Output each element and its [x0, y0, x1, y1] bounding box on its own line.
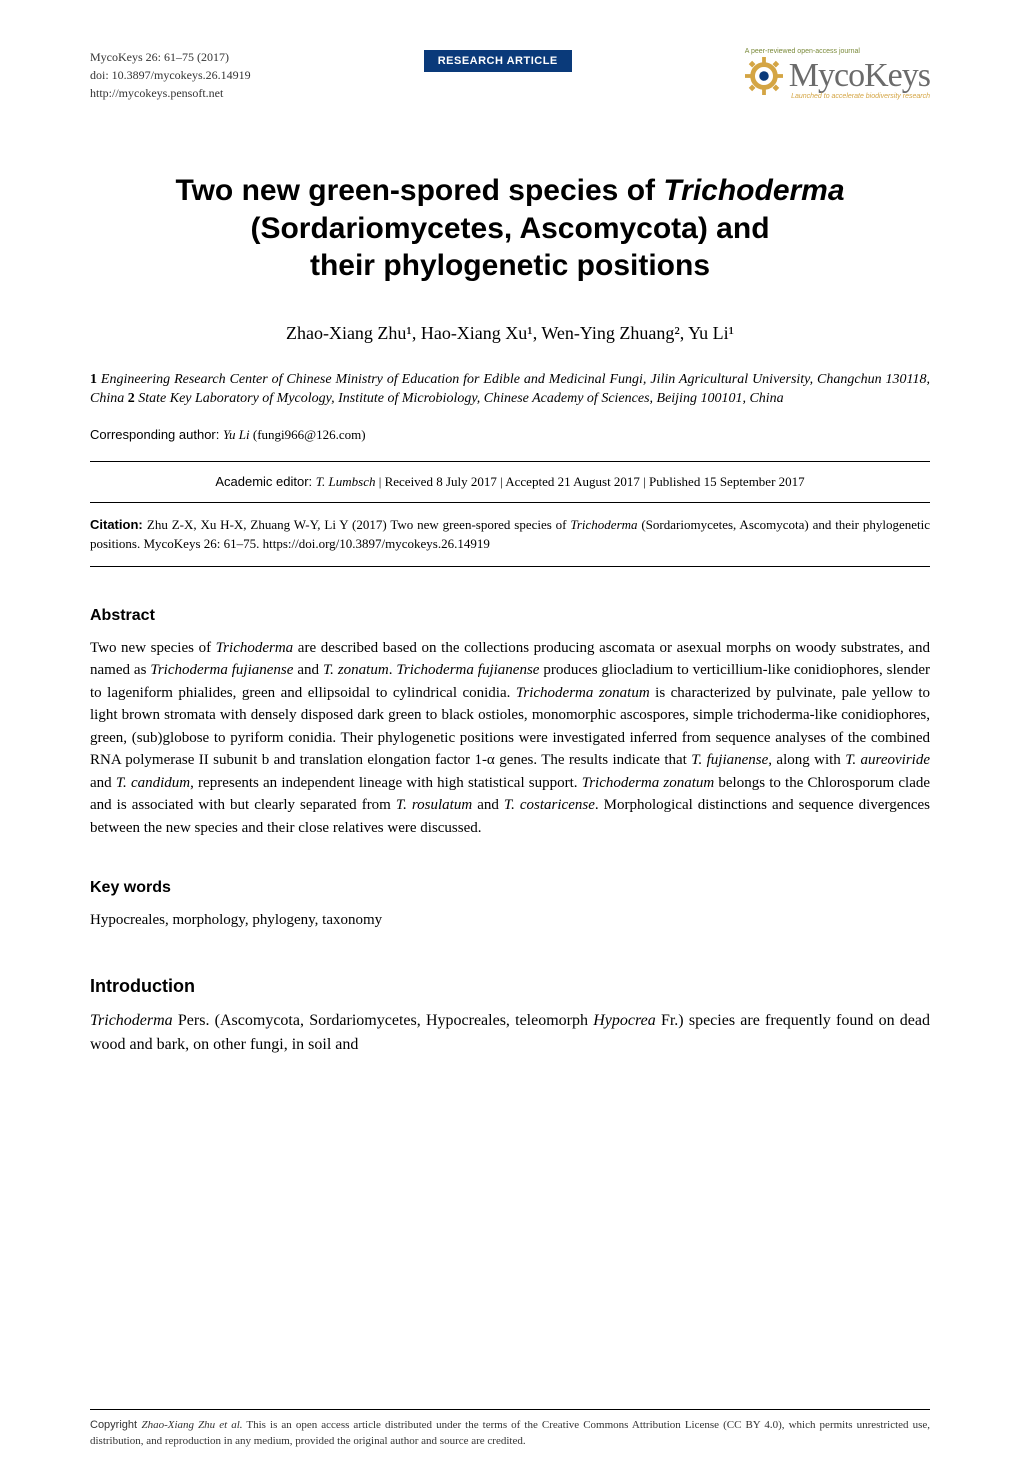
intro-i: Hypocrea — [593, 1012, 656, 1029]
article-title: Two new green-spored species of Trichode… — [90, 172, 930, 285]
corresponding-author: Corresponding author: Yu Li (fungi966@12… — [90, 427, 930, 443]
title-text-1: Two new green-spored species of — [175, 174, 663, 207]
corresponding-name: Yu Li — [223, 427, 250, 442]
abstract-body: Two new species of Trichoderma are descr… — [90, 637, 930, 840]
editor-label: Academic editor: — [215, 474, 315, 489]
logo-area: MycoKeys — [745, 57, 930, 95]
intro-body: Trichoderma Pers. (Ascomycota, Sordariom… — [90, 1009, 930, 1057]
copyright-name: Zhao-Xiang Zhu et al. — [141, 1419, 242, 1431]
abs-i: Trichoderma zonatum — [516, 685, 650, 701]
abstract-heading: Abstract — [90, 607, 930, 625]
copyright-footer: Copyright Zhao-Xiang Zhu et al. This is … — [90, 1409, 930, 1449]
abs-t: Two new species of — [90, 640, 216, 656]
affil-num-1: 1 — [90, 372, 97, 387]
abs-i: T. fujianense — [691, 752, 768, 768]
citation-block: Citation: Zhu Z-X, Xu H-X, Zhuang W-Y, L… — [90, 503, 930, 566]
meta-left: MycoKeys 26: 61–75 (2017) doi: 10.3897/m… — [90, 48, 251, 102]
editor-dates-row: Academic editor: T. Lumbsch | Received 8… — [90, 462, 930, 502]
corresponding-label: Corresponding author: — [90, 427, 223, 442]
journal-ref: MycoKeys 26: 61–75 (2017) — [90, 48, 251, 66]
intro-heading: Introduction — [90, 976, 930, 997]
abs-t: , represents an independent lineage with… — [190, 775, 582, 791]
title-line3: their phylogenetic positions — [310, 249, 710, 282]
abs-i: Trichoderma fujianense — [396, 662, 539, 678]
divider — [90, 566, 930, 567]
intro-t: Pers. (Ascomycota, Sordariomycetes, Hypo… — [173, 1012, 594, 1029]
abs-t: and — [293, 662, 323, 678]
affil-num-2: 2 — [128, 391, 135, 406]
keywords-body: Hypocreales, morphology, phylogeny, taxo… — [90, 909, 930, 932]
gear-icon — [745, 57, 783, 95]
doi: doi: 10.3897/mycokeys.26.14919 — [90, 66, 251, 84]
journal-url[interactable]: http://mycokeys.pensoft.net — [90, 84, 251, 102]
abs-i: T. candidum — [116, 775, 190, 791]
affiliations: 1 Engineering Research Center of Chinese… — [90, 370, 930, 409]
citation-ital-1: Trichoderma — [570, 517, 637, 532]
article-type-badge: RESEARCH ARTICLE — [424, 50, 572, 72]
affil-2: State Key Laboratory of Mycology, Instit… — [135, 391, 784, 406]
logo-block: A peer-reviewed open-access journal Myco… — [745, 48, 930, 100]
dates: | Received 8 July 2017 | Accepted 21 Aug… — [375, 474, 804, 489]
abs-i: Trichoderma fujianense — [150, 662, 293, 678]
abs-i: T. costaricense — [504, 797, 595, 813]
abs-t: , along with — [768, 752, 845, 768]
intro-i: Trichoderma — [90, 1012, 173, 1029]
authors: Zhao-Xiang Zhu¹, Hao-Xiang Xu¹, Wen-Ying… — [90, 323, 930, 344]
title-genus: Trichoderma — [663, 174, 844, 207]
abs-t: and — [90, 775, 116, 791]
abs-i: T. aureoviride — [845, 752, 930, 768]
corresponding-email[interactable]: (fungi966@126.com) — [250, 427, 366, 442]
abs-i: Trichoderma zonatum — [582, 775, 715, 791]
abs-i: Trichoderma — [216, 640, 294, 656]
abs-i: T. zonatum — [323, 662, 389, 678]
logo-top-text: A peer-reviewed open-access journal — [745, 48, 930, 55]
keywords-heading: Key words — [90, 879, 930, 897]
editor-name: T. Lumbsch — [316, 474, 376, 489]
title-line2: (Sordariomycetes, Ascomycota) and — [250, 212, 769, 245]
copyright-label: Copyright — [90, 1419, 141, 1431]
citation-text-1: Zhu Z-X, Xu H-X, Zhuang W-Y, Li Y (2017)… — [147, 517, 570, 532]
citation-label: Citation: — [90, 517, 147, 532]
abs-t: and — [472, 797, 504, 813]
logo-text: MycoKeys — [789, 57, 930, 95]
abs-i: T. rosulatum — [396, 797, 472, 813]
header-row: MycoKeys 26: 61–75 (2017) doi: 10.3897/m… — [90, 48, 930, 102]
